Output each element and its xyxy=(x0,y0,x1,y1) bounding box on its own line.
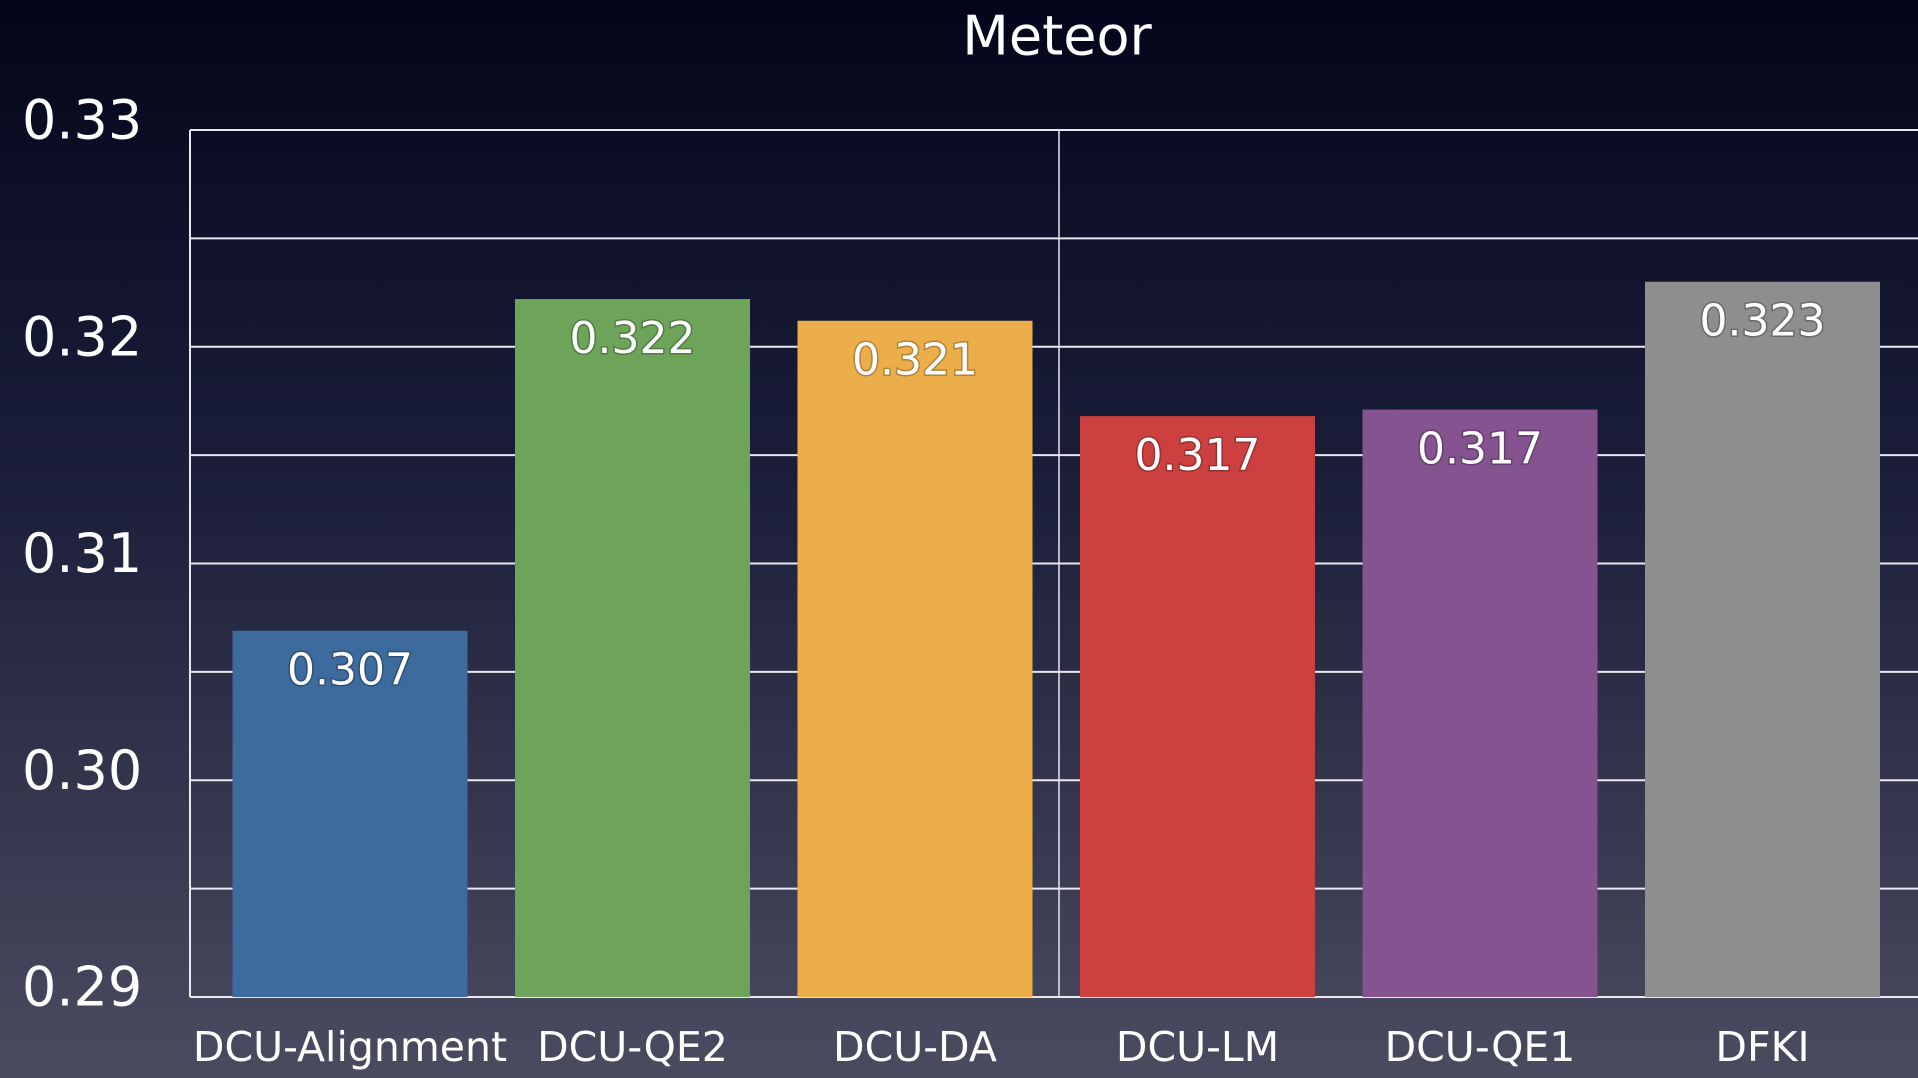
x-tick-label: DCU-QE2 xyxy=(537,1023,728,1071)
y-tick-label: 0.32 xyxy=(22,305,142,368)
x-tick-label: DCU-Alignment xyxy=(193,1023,507,1071)
value-label: 0.317 xyxy=(1417,424,1543,475)
bar xyxy=(1080,416,1315,997)
y-tick-label: 0.30 xyxy=(22,739,142,802)
value-label: 0.307 xyxy=(287,645,413,696)
x-tick-label: DCU-LM xyxy=(1116,1023,1279,1071)
x-tick-label: DCU-QE1 xyxy=(1385,1023,1576,1071)
value-label: 0.322 xyxy=(570,313,696,364)
y-tick-label: 0.29 xyxy=(22,956,142,1019)
value-label: 0.323 xyxy=(1700,296,1826,347)
bar xyxy=(1645,281,1880,998)
y-tick-label: 0.33 xyxy=(22,89,142,152)
y-tick-label: 0.31 xyxy=(22,522,142,585)
value-label: 0.317 xyxy=(1135,430,1261,481)
bar xyxy=(1362,409,1598,997)
bar xyxy=(515,299,750,997)
x-tick-label: DFKI xyxy=(1715,1023,1809,1071)
bar xyxy=(232,630,468,997)
chart-title: Meteor xyxy=(962,5,1152,68)
value-label: 0.321 xyxy=(852,335,978,386)
x-tick-label: DCU-DA xyxy=(833,1023,997,1071)
bar xyxy=(797,320,1033,997)
